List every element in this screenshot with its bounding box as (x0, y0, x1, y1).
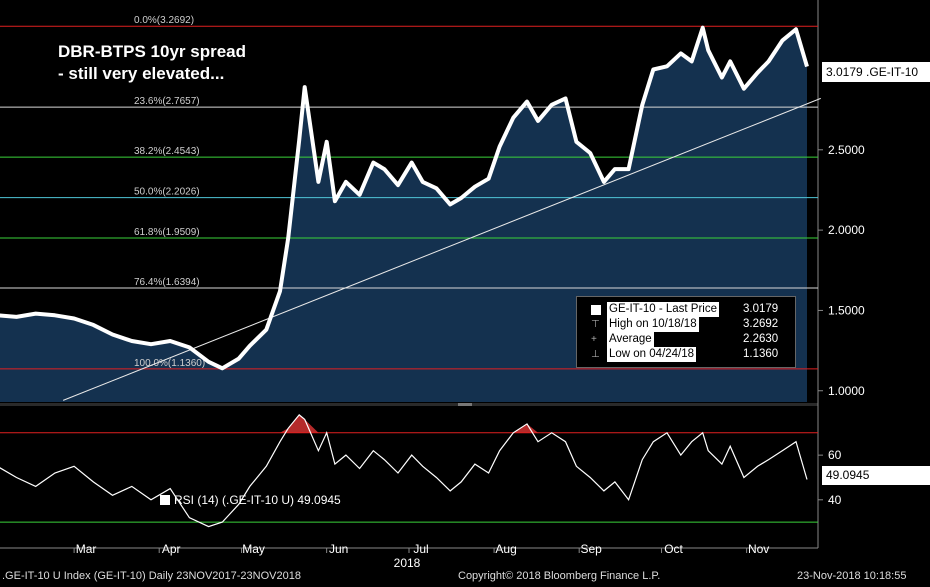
y-tick-label: 1.0000 (828, 384, 865, 398)
fibonacci-label: 0.0%(3.2692) (134, 15, 194, 26)
chart-title: DBR-BTPS 10yr spread (58, 42, 247, 61)
legend-label: Low on 04/24/18 (607, 347, 697, 362)
legend-value: 1.1360 (743, 348, 779, 360)
high-marker-icon: ⊤ (591, 319, 600, 330)
footer-timestamp: 23-Nov-2018 10:18:55 (797, 570, 907, 582)
legend-row-average: + Average 2.2630 (577, 332, 795, 347)
legend-row-low: ⊥ Low on 04/24/18 1.1360 (577, 347, 795, 362)
legend-row-last-price: GE-IT-10 - Last Price 3.0179 (577, 302, 795, 317)
x-tick-label: Jun (329, 542, 348, 556)
legend-swatch-last-price (591, 305, 601, 315)
fibonacci-label: 100.0%(1.1360) (134, 358, 205, 369)
x-tick-label: Apr (162, 542, 181, 556)
x-tick-label: Aug (495, 542, 516, 556)
fibonacci-label: 61.8%(1.9509) (134, 227, 200, 238)
x-tick-label: Jul (413, 542, 428, 556)
legend-label: Average (607, 332, 654, 347)
fibonacci-label: 76.4%(1.6394) (134, 277, 200, 288)
price-legend: GE-IT-10 - Last Price 3.0179 ⊤ High on 1… (576, 296, 796, 368)
fibonacci-label: 50.0%(2.2026) (134, 187, 200, 198)
x-tick-label: Nov (748, 542, 769, 556)
panel-resize-handle (458, 403, 472, 406)
legend-value: 3.0179 (743, 303, 779, 315)
legend-row-high: ⊤ High on 10/18/18 3.2692 (577, 317, 795, 332)
rsi-legend-label: RSI (14) (.GE-IT-10 U) 49.0945 (174, 493, 341, 507)
x-tick-label: Oct (664, 542, 683, 556)
footer-index-info: .GE-IT-10 U Index (GE-IT-10) Daily 23NOV… (2, 570, 301, 582)
x-tick-label: May (242, 542, 265, 556)
y-tick-label: 2.5000 (828, 143, 865, 157)
y-tick-label: 2.0000 (828, 223, 865, 237)
average-marker-icon: + (591, 334, 597, 345)
y-tick-label: 1.5000 (828, 303, 865, 317)
rsi-last-value-label: 49.0945 (822, 466, 930, 485)
legend-label: GE-IT-10 - Last Price (607, 302, 720, 317)
fibonacci-label: 38.2%(2.4543) (134, 146, 200, 157)
rsi-overbought-fill (280, 414, 538, 433)
rsi-y-tick-label: 40 (828, 493, 842, 507)
low-marker-icon: ⊥ (591, 349, 600, 360)
rsi-legend-swatch (160, 495, 170, 505)
footer-copyright: Copyright© 2018 Bloomberg Finance L.P. (458, 570, 661, 582)
panel-separator (0, 403, 818, 406)
rsi-series-line (0, 414, 808, 528)
legend-value: 3.2692 (743, 318, 779, 330)
x-tick-label: Sep (581, 542, 603, 556)
legend-value: 2.2630 (743, 333, 779, 345)
rsi-legend: RSI (14) (.GE-IT-10 U) 49.0945 (160, 493, 341, 507)
last-price-label: 3.0179 .GE-IT-10 (822, 62, 930, 82)
legend-label: High on 10/18/18 (607, 317, 699, 332)
trend-line (62, 97, 821, 401)
rsi-y-tick-label: 60 (828, 448, 842, 462)
x-tick-label: Mar (76, 542, 97, 556)
fibonacci-label: 23.6%(2.7657) (134, 96, 200, 107)
chart-subtitle: - still very elevated... (58, 64, 225, 83)
price-series-line (0, 25, 809, 371)
x-year-label: 2018 (394, 556, 421, 570)
